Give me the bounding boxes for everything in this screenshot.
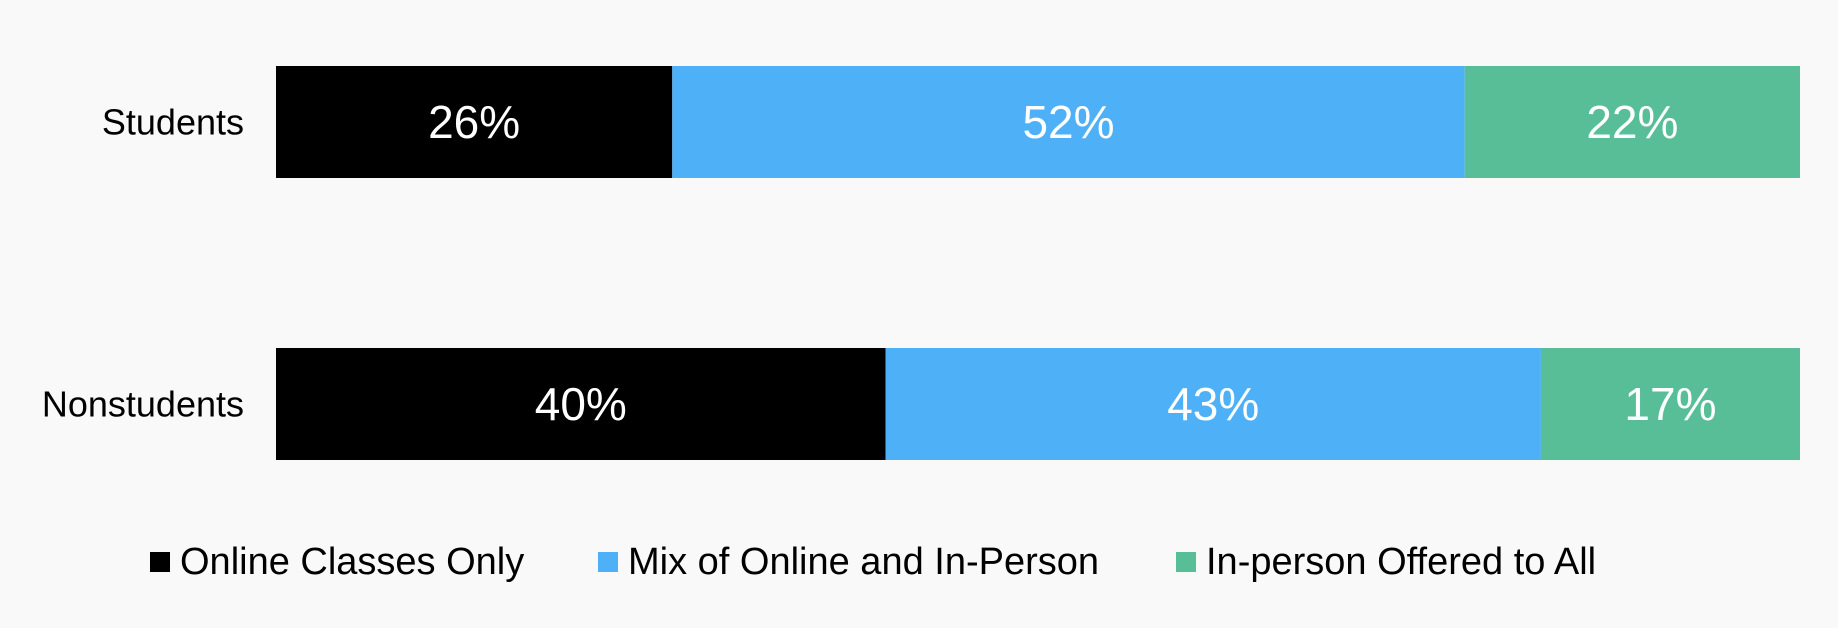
legend-label-2: In-person Offered to All: [1206, 541, 1596, 583]
category-label-students: Students: [102, 102, 244, 143]
data-label-students-series-2: 22%: [1586, 96, 1678, 148]
bars-layer: [276, 66, 1800, 460]
bar-nonstudents-series-0: [276, 348, 886, 460]
bar-nonstudents-series-2: [1540, 348, 1800, 460]
bar-students-series-2: [1464, 66, 1800, 178]
data-label-students-series-0: 26%: [428, 96, 520, 148]
legend: Online Classes Only Mix of Online and In-…: [150, 541, 1596, 583]
legend-label-0: Online Classes Only: [180, 541, 524, 583]
bar-students-series-0: [276, 66, 673, 178]
bar-students-series-1: [672, 66, 1465, 178]
labels-layer: Students 26% 52% 22% Nonstudents 40% 43% 17%: [42, 96, 1717, 430]
data-label-nonstudents-series-0: 40%: [535, 378, 627, 430]
legend-swatch-0: [150, 552, 170, 572]
legend-swatch-1: [598, 552, 618, 572]
legend-swatch-2: [1176, 552, 1196, 572]
category-label-nonstudents: Nonstudents: [42, 384, 244, 425]
legend-label-1: Mix of Online and In-Person: [628, 541, 1099, 583]
data-label-nonstudents-series-1: 43%: [1167, 378, 1259, 430]
bar-nonstudents-series-1: [885, 348, 1541, 460]
data-label-students-series-1: 52%: [1022, 96, 1114, 148]
data-label-nonstudents-series-2: 17%: [1624, 378, 1716, 430]
